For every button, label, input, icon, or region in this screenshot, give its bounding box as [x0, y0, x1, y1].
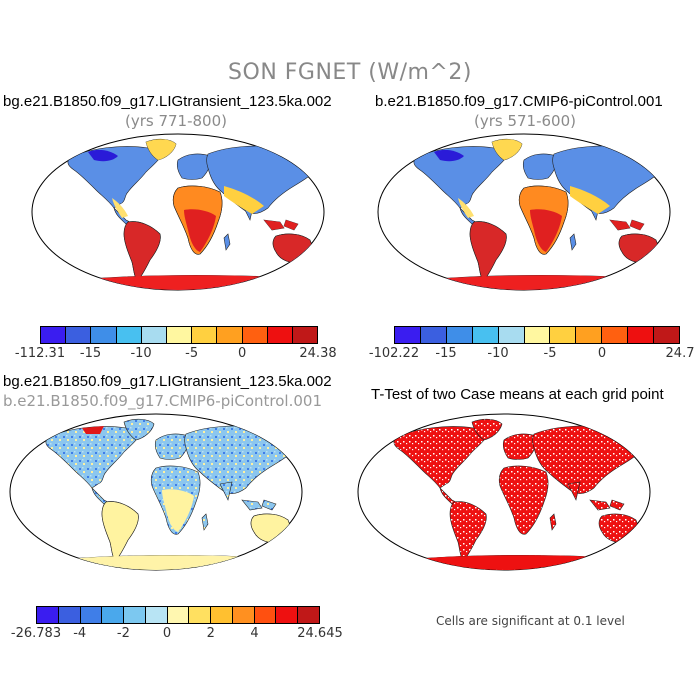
colorbar-label: -26.783 [10, 626, 62, 641]
colorbar-swatch [192, 327, 218, 343]
panel1-map [31, 133, 325, 291]
colorbar-swatch [628, 327, 655, 343]
colorbar-label: -112.31 [14, 346, 66, 361]
panel2-subtitle: (yrs 571-600) [473, 112, 576, 130]
colorbar-swatch [189, 607, 212, 623]
panel1-subtitle: (yrs 771-800) [124, 112, 227, 130]
panel3-colorbar [36, 606, 320, 624]
colorbar-swatch [166, 327, 193, 343]
colorbar-swatch [446, 327, 473, 343]
colorbar-swatch [80, 607, 103, 623]
colorbar-swatch [472, 327, 499, 343]
colorbar-swatch [217, 327, 243, 343]
colorbar-swatch [116, 327, 142, 343]
panel2-colorbar [394, 326, 680, 344]
colorbar-label: -4 [73, 626, 87, 641]
colorbar-swatch [267, 327, 293, 343]
colorbar-label: -15 [79, 346, 102, 361]
panel3-map [9, 413, 303, 571]
colorbar-swatch [102, 607, 125, 623]
panel3-subtitle: b.e21.B1850.f09_g17.CMIP6-piControl.001 [3, 392, 322, 410]
panel4-title: T-Test of two Case means at each grid po… [371, 386, 664, 403]
panel3-title: bg.e21.B1850.f09_g17.LIGtransient_123.5k… [3, 373, 332, 390]
colorbar-swatch [576, 327, 603, 343]
colorbar-swatch [524, 327, 551, 343]
colorbar-label: -2 [116, 626, 130, 641]
colorbar-label: -15 [435, 346, 457, 361]
colorbar-swatch [254, 607, 277, 623]
colorbar-swatch [550, 327, 577, 343]
colorbar-swatch [232, 607, 255, 623]
colorbar-swatch [91, 327, 117, 343]
colorbar-label: -10 [487, 346, 509, 361]
colorbar-label: -5 [185, 346, 199, 361]
colorbar-label: 4 [250, 626, 259, 641]
colorbar-label: 0 [238, 346, 247, 361]
figure-title: SON FGNET (W/m^2) [228, 60, 472, 85]
colorbar-label: 24.7 [665, 346, 695, 361]
colorbar-swatch [167, 607, 190, 623]
significance-note: Cells are significant at 0.1 level [436, 614, 625, 628]
colorbar-label: 24.38 [299, 346, 337, 361]
colorbar-swatch [298, 607, 319, 623]
panel2-title: b.e21.B1850.f09_g17.CMIP6-piControl.001 [375, 93, 663, 110]
colorbar-swatch [654, 327, 679, 343]
colorbar-swatch [66, 327, 92, 343]
colorbar-swatch [124, 607, 146, 623]
panel2-map [377, 133, 671, 291]
panel4-map [357, 413, 651, 571]
colorbar-label: -10 [130, 346, 152, 361]
colorbar-swatch [292, 327, 318, 343]
colorbar-swatch [276, 607, 299, 623]
colorbar-swatch [602, 327, 629, 343]
panel1-colorbar [40, 326, 318, 344]
colorbar-swatch [141, 327, 167, 343]
colorbar-swatch [145, 607, 168, 623]
colorbar-swatch [41, 327, 67, 343]
colorbar-label: 2 [206, 626, 215, 641]
colorbar-swatch [58, 607, 81, 623]
colorbar-label: -102.22 [368, 346, 420, 361]
panel1-title: bg.e21.B1850.f09_g17.LIGtransient_123.5k… [3, 93, 332, 110]
colorbar-swatch [498, 327, 525, 343]
colorbar-label: 0 [162, 626, 172, 641]
colorbar-swatch [211, 607, 233, 623]
colorbar-swatch [242, 327, 268, 343]
colorbar-swatch [420, 327, 447, 343]
colorbar-label: 0 [597, 346, 607, 361]
colorbar-label: -5 [543, 346, 557, 361]
colorbar-swatch [37, 607, 59, 623]
colorbar-swatch [395, 327, 421, 343]
colorbar-label: 24.645 [297, 626, 343, 641]
